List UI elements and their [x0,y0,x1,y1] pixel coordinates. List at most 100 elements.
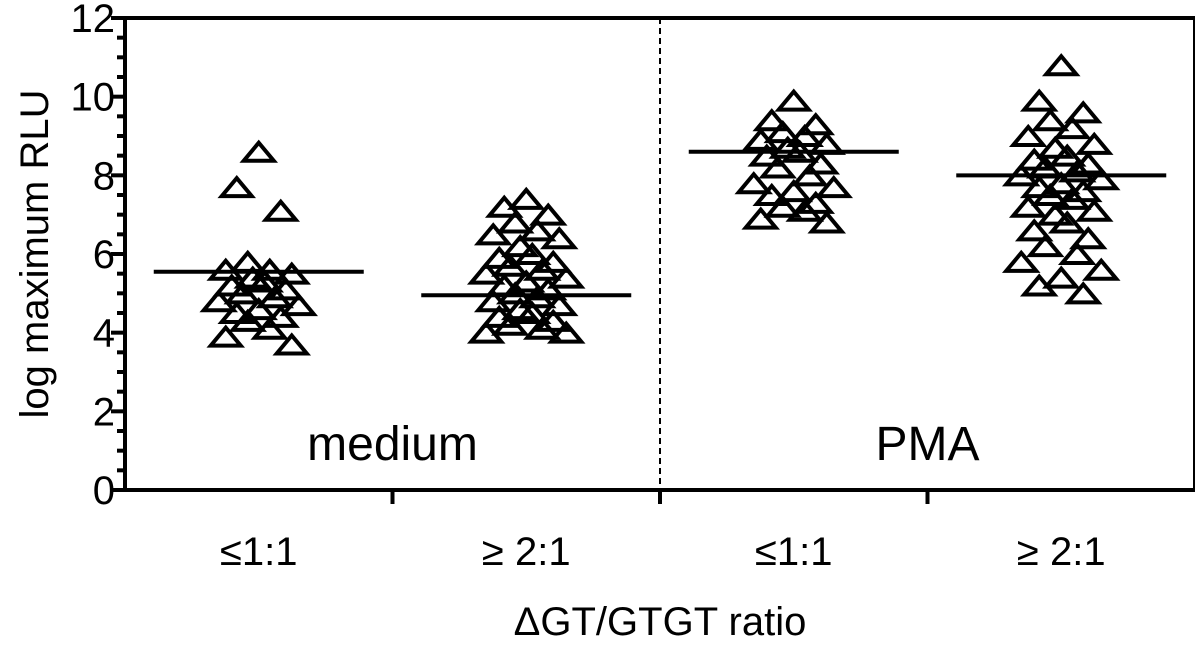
data-point [734,171,774,195]
data-point [512,300,552,324]
panel-label-medium: medium [307,418,478,471]
data-point [1057,241,1097,265]
data-point [473,289,513,313]
data-point [279,293,319,317]
x-tick-label: ≥ 2:1 [482,530,571,574]
data-point [522,257,562,281]
data-point [1081,257,1121,281]
data-point [223,281,263,305]
data-point [758,155,798,179]
panel-label-pma: PMA [875,418,979,471]
data-point [539,293,579,317]
data-point [1081,167,1121,191]
y-tick-label: 10 [71,76,116,120]
data-point [774,88,814,112]
data-point [1025,234,1065,258]
data-point [1035,135,1075,159]
data-point [239,296,279,321]
data-point [785,198,825,222]
data-point [747,143,787,167]
data-point [752,108,792,132]
data-point [1041,265,1081,289]
data-point [206,324,246,348]
data-point [512,241,552,265]
data-point [741,127,781,151]
data-point [539,226,579,250]
data-point [484,194,524,218]
data-point [1014,218,1054,242]
y-tick-label: 8 [93,154,115,198]
x-axis-ticks: ≤1:1 ≥ 2:1 ≤1:1 ≥ 2:1 [220,490,1106,574]
median-lines [153,149,1167,298]
data-point [1068,226,1108,250]
data-point [217,175,257,199]
data-point [1019,273,1059,297]
data-point [752,182,792,206]
data-point [1052,186,1092,210]
y-tick-label: 12 [71,0,116,41]
data-point [490,253,530,277]
data-point [228,308,268,332]
y-axis-title: log maximum RLU [13,90,57,419]
data-point [199,289,239,313]
data-point [1074,131,1114,155]
y-tick-label: 0 [93,469,115,513]
data-point [1041,53,1081,77]
data-point [546,320,586,344]
data-point [1047,143,1087,167]
data-point [1001,249,1041,273]
data-point [1074,198,1114,222]
data-point [466,261,506,285]
data-point [814,175,854,199]
data-point [1041,171,1081,195]
data-point [774,178,814,203]
x-tick-label: ≤1:1 [220,530,298,574]
y-tick-label: 4 [93,312,115,356]
data-point [1019,88,1059,112]
data-point [796,112,836,136]
data-point [1047,210,1087,234]
data-point [466,320,506,344]
data-point [245,269,285,293]
data-point [1030,182,1070,206]
data-point [785,123,825,147]
data-point [522,316,562,340]
data-point [506,269,546,293]
data-point [495,210,535,234]
data-point [1030,108,1070,132]
data-point [1008,194,1048,218]
y-axis-ticks: 0 2 4 6 8 10 12 [71,0,125,513]
y-tick-label: 6 [93,233,115,277]
data-point [517,218,557,242]
x-tick-label: ≤1:1 [755,530,833,574]
data-point [763,194,803,218]
data-point [801,151,841,175]
data-point [807,210,847,234]
data-point [261,198,301,222]
data-point [546,265,586,289]
data-point [1008,123,1048,147]
data-point [239,139,279,163]
data-point [790,163,830,187]
data-points [199,53,1121,356]
data-point [473,222,513,246]
x-tick-label: ≥ 2:1 [1017,530,1106,574]
data-point [1057,159,1097,183]
data-point [500,234,540,258]
data-point [1063,281,1103,305]
data-point [528,202,568,226]
data-point [1063,100,1103,124]
data-point [250,316,290,340]
data-point [490,312,530,336]
x-axis-title: ΔGT/GTGT ratio [514,600,807,643]
data-point [228,249,268,273]
y-tick-label: 2 [93,390,115,434]
data-point [763,119,803,144]
data-point [272,332,312,356]
data-point [255,285,295,309]
data-point [741,206,781,230]
data-point [506,186,546,210]
data-point [261,304,301,328]
